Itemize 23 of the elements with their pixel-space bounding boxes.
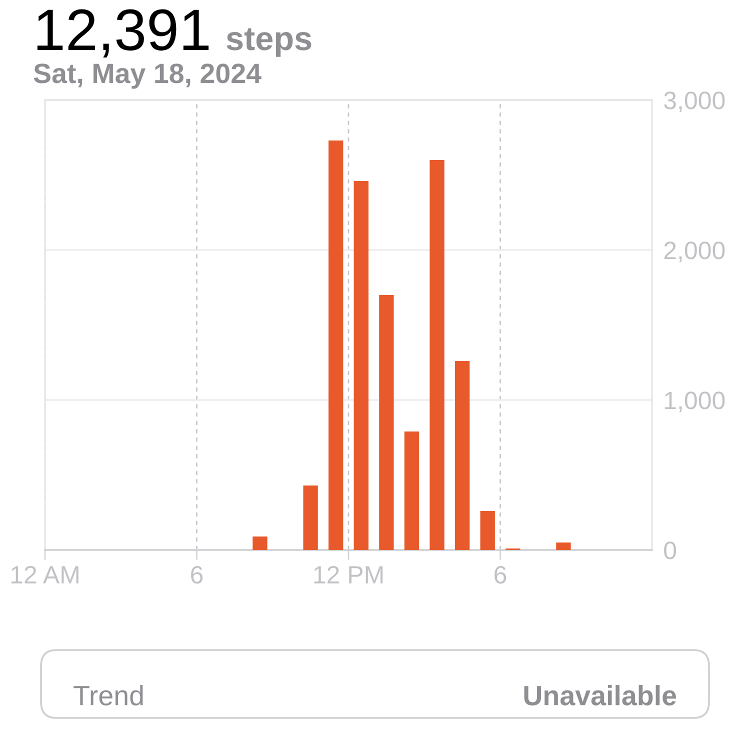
text: Trend <box>74 685 143 706</box>
x-tick-label: 12 AM <box>11 566 78 584</box>
x-tick-label: 6 <box>494 566 506 584</box>
bar <box>328 140 344 550</box>
bar <box>480 511 495 550</box>
x-tick-label: 6 <box>191 566 203 584</box>
x-tick-label: 12 PM <box>314 566 383 584</box>
y-tick-label: 3,000 <box>664 92 725 112</box>
bar <box>556 542 571 550</box>
bar <box>430 160 444 550</box>
y-tick-label: 2,000 <box>664 242 725 262</box>
chart-subtitle: Sat, May 18, 2024 <box>34 64 262 89</box>
bar <box>379 295 394 550</box>
bar <box>252 536 268 550</box>
y-tick-label: 1,000 <box>665 392 725 412</box>
bar <box>404 432 420 550</box>
text: Unavailable <box>524 685 676 706</box>
chart-title: 12,391 <box>37 9 209 58</box>
bar <box>303 486 318 550</box>
y-tick-label: 0 <box>664 542 676 560</box>
bar <box>354 181 368 550</box>
text: steps <box>226 28 312 57</box>
bar <box>454 361 470 550</box>
